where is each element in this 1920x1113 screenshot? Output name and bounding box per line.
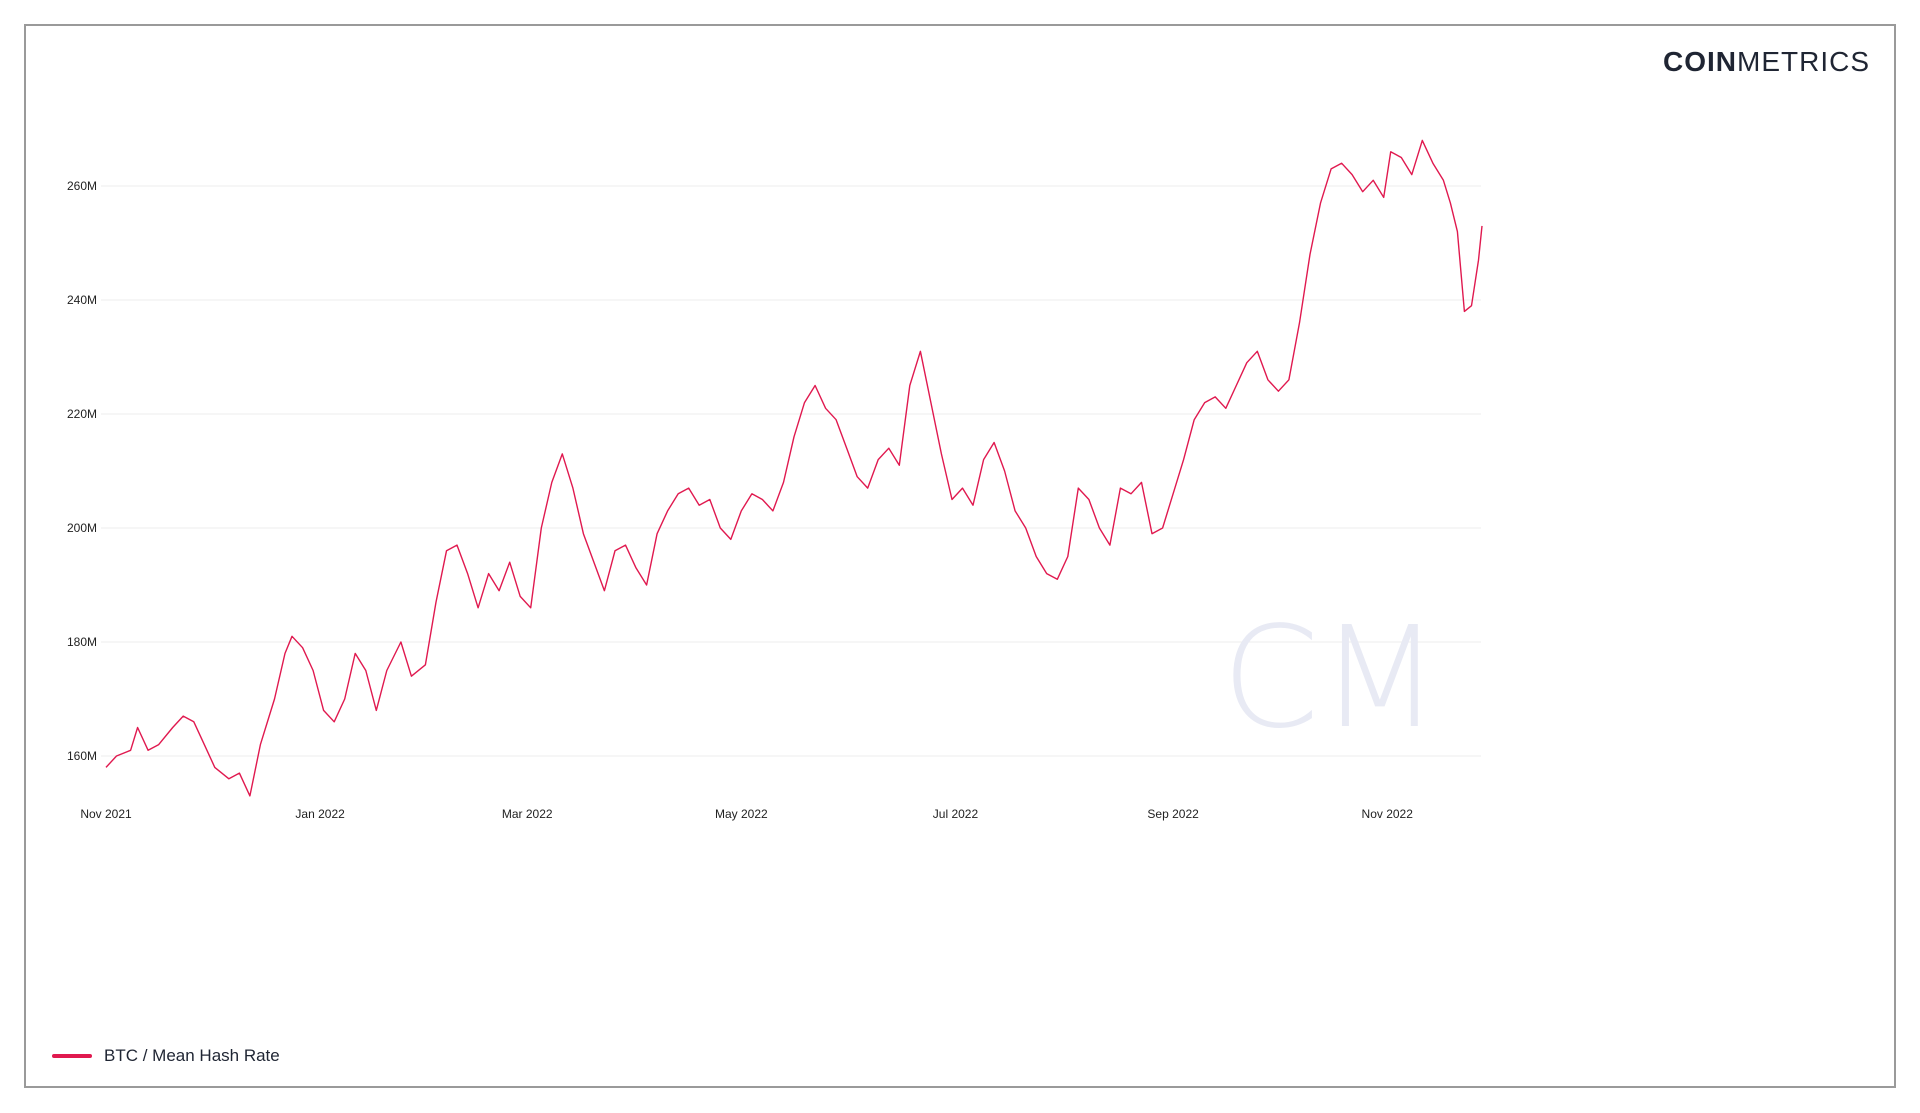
y-tick-label: 240M bbox=[67, 293, 97, 307]
y-tick-label: 220M bbox=[67, 407, 97, 421]
series-line-btc-mean-hash-rate bbox=[105, 139, 1483, 797]
legend-label: BTC / Mean Hash Rate bbox=[104, 1046, 280, 1065]
logo-bold-text: COIN bbox=[1663, 46, 1737, 77]
y-tick-label: 180M bbox=[67, 635, 97, 649]
line-chart: CM 160M 180M 200M 220M 240M 260M Nov 2021 Jan … bbox=[67, 139, 1483, 821]
legend[interactable]: BTC / Mean Hash Rate bbox=[52, 1046, 280, 1066]
x-tick-label: Mar 2022 bbox=[502, 807, 553, 821]
x-tick-label: May 2022 bbox=[715, 807, 768, 821]
y-tick-label: 200M bbox=[67, 521, 97, 535]
x-tick-label: Jul 2022 bbox=[933, 807, 979, 821]
gridlines bbox=[101, 185, 1481, 757]
x-tick-label: Nov 2022 bbox=[1362, 807, 1414, 821]
x-axis-ticks: Nov 2021 Jan 2022 Mar 2022 May 2022 Jul 2022… bbox=[80, 807, 1413, 821]
chart-frame: COINMETRICS CM 160M 180M 200M 220M 240M 260M … bbox=[24, 24, 1896, 1088]
x-tick-label: Sep 2022 bbox=[1147, 807, 1199, 821]
y-axis-ticks: 160M 180M 200M 220M 240M 260M bbox=[67, 179, 97, 763]
legend-swatch bbox=[52, 1054, 92, 1058]
logo-normal-text: METRICS bbox=[1737, 46, 1870, 77]
coinmetrics-logo: COINMETRICS bbox=[1663, 46, 1870, 78]
y-tick-label: 160M bbox=[67, 749, 97, 763]
x-tick-label: Nov 2021 bbox=[80, 807, 132, 821]
cm-watermark: CM bbox=[1222, 597, 1441, 760]
series-layer bbox=[105, 139, 1483, 797]
watermark-text: CM bbox=[1222, 597, 1441, 760]
x-tick-label: Jan 2022 bbox=[295, 807, 345, 821]
y-tick-label: 260M bbox=[67, 179, 97, 193]
